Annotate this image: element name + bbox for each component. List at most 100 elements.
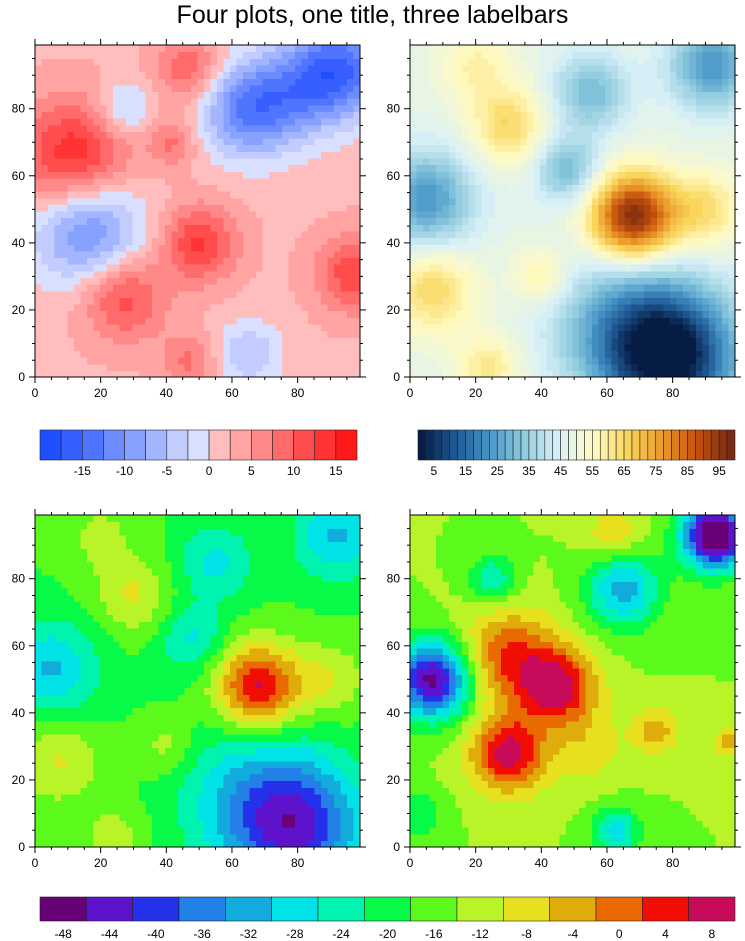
contour-cell <box>644 217 652 225</box>
contour-cell <box>100 310 108 318</box>
contour-cell <box>605 211 613 219</box>
contour-cell <box>171 197 179 205</box>
contour-cell <box>579 217 587 225</box>
contour-cell <box>249 297 257 305</box>
contour-cell <box>340 363 348 371</box>
contour-cell <box>709 84 717 93</box>
contour-cell <box>132 290 140 298</box>
contour-cell <box>41 84 49 93</box>
contour-cell <box>455 171 463 179</box>
contour-cell <box>618 71 626 79</box>
contour-cell <box>93 250 101 259</box>
contour-cell <box>191 84 199 93</box>
contour-cell <box>475 191 483 199</box>
contour-cell <box>449 244 457 252</box>
contour-cell <box>514 137 522 146</box>
contour-cell <box>119 204 127 212</box>
contour-cell <box>572 217 580 225</box>
contour-cell <box>340 45 348 53</box>
contour-cell <box>41 357 49 365</box>
contour-cell <box>429 157 437 166</box>
contour-cell <box>314 290 322 298</box>
contour-cell <box>579 151 587 159</box>
contour-cell <box>340 224 348 232</box>
contour-cell <box>197 124 205 132</box>
contour-cell <box>455 204 463 212</box>
contour-cell <box>126 303 134 312</box>
contour-cell <box>334 204 342 212</box>
contour-cell <box>429 71 437 79</box>
contour-cell <box>631 71 639 79</box>
contour-cell <box>507 317 515 325</box>
contour-cell <box>236 350 244 358</box>
contour-cell <box>650 51 658 59</box>
contour-cell <box>559 131 567 139</box>
contour-cell <box>54 98 62 106</box>
contour-cell <box>670 303 678 312</box>
contour-cell <box>119 124 127 132</box>
contour-cell <box>598 270 606 278</box>
contour-cell <box>683 357 691 365</box>
contour-cell <box>243 45 251 53</box>
contour-cell <box>514 297 522 305</box>
contour-cell <box>93 237 101 245</box>
contour-cell <box>507 204 515 212</box>
contour-cell <box>670 357 678 365</box>
contour-cell <box>475 363 483 371</box>
contour-cell <box>308 91 316 99</box>
contour-cell <box>488 337 496 345</box>
contour-cell <box>236 58 244 66</box>
contour-cell <box>449 111 457 119</box>
contour-cell <box>624 264 632 272</box>
contour-cell <box>488 91 496 99</box>
contour-cell <box>546 157 554 166</box>
contour-cell <box>100 45 108 53</box>
contour-cell <box>217 330 225 338</box>
contour-cell <box>449 350 457 358</box>
contour-cell <box>579 343 587 352</box>
contour-cell <box>126 343 134 352</box>
contour-cell <box>631 104 639 112</box>
contour-cell <box>488 204 496 212</box>
contour-cell <box>191 284 199 292</box>
contour-cell <box>559 250 567 259</box>
contour-cell <box>494 197 502 205</box>
contour-cell <box>527 91 535 99</box>
contour-cell <box>540 71 548 79</box>
contour-cell <box>527 290 535 298</box>
contour-cell <box>449 297 457 305</box>
contour-cell <box>132 337 140 345</box>
contour-cell <box>436 370 444 378</box>
contour-cell <box>217 264 225 272</box>
contour-cell <box>165 297 173 305</box>
contour-cell <box>74 357 82 365</box>
contour-cell <box>566 91 574 99</box>
contour-cell <box>74 370 82 378</box>
contour-cell <box>624 250 632 259</box>
contour-cell <box>204 230 212 239</box>
contour-cell <box>80 343 88 352</box>
contour-cell <box>494 64 502 73</box>
x-tick-label: 80 <box>291 386 305 400</box>
contour-cell <box>249 323 257 332</box>
contour-cell <box>436 191 444 199</box>
contour-cell <box>527 164 535 172</box>
contour-cell <box>696 204 704 212</box>
contour-cell <box>347 171 355 179</box>
contour-cell <box>243 204 251 212</box>
contour-cell <box>702 297 710 305</box>
contour-cell <box>269 363 277 371</box>
contour-cell <box>715 84 723 93</box>
contour-cell <box>436 290 444 298</box>
contour-cell <box>35 277 43 285</box>
contour-cell <box>152 217 160 225</box>
contour-cell <box>327 250 335 259</box>
contour-cell <box>546 337 554 345</box>
contour-cell <box>475 51 483 59</box>
contour-cell <box>709 104 717 112</box>
contour-cell <box>230 151 238 159</box>
contour-cell <box>546 71 554 79</box>
contour-cell <box>158 310 166 318</box>
contour-cell <box>119 230 127 239</box>
contour-cell <box>702 64 710 73</box>
